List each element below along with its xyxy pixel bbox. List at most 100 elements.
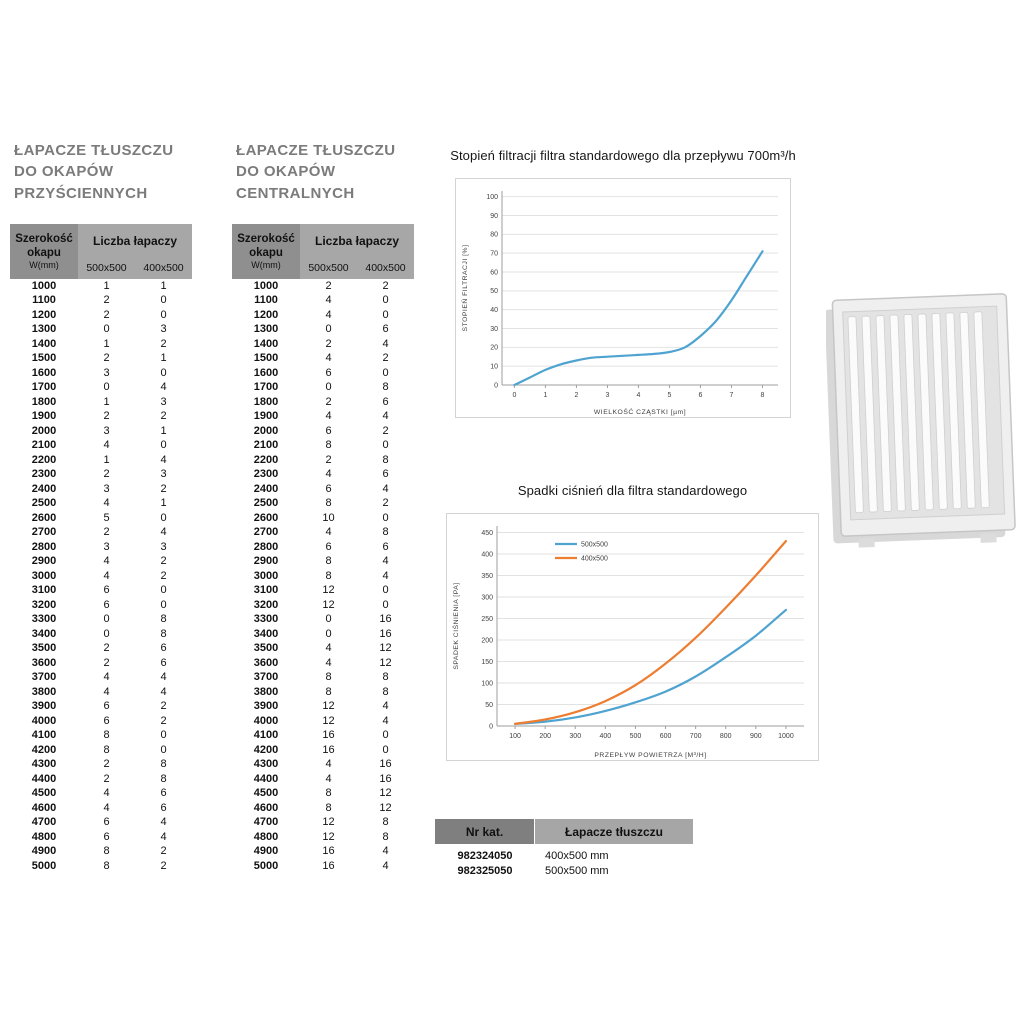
count-400x500: 12: [379, 801, 392, 814]
hood-width-value: 3400: [253, 627, 279, 640]
table-row: 4900 8 2: [10, 845, 192, 860]
hood-width-value: 4000: [253, 714, 279, 727]
wall-hood-filter-table: Szerokość okapu W(mm) Liczba łapaczy 500…: [10, 224, 193, 874]
count-400x500: 2: [160, 555, 167, 568]
hood-width-value: 1200: [31, 308, 57, 321]
table-row: 4900 16 4: [232, 845, 414, 860]
count-500x500: 4: [325, 468, 332, 481]
count-400x500: 0: [160, 584, 167, 597]
count-400x500: 12: [379, 642, 392, 655]
count-400x500: 0: [160, 308, 167, 321]
count-500x500: 4: [103, 569, 110, 582]
table-row: 3400 0 16: [232, 627, 414, 642]
count-500x500: 3: [103, 540, 110, 553]
count-500x500: 4: [103, 439, 110, 452]
catalog-table: Nr kat. Łapacze tłuszczu 982324050 400x50…: [435, 819, 693, 878]
hood-width-value: 1600: [31, 366, 57, 379]
count-400x500: 8: [160, 758, 167, 771]
count-500x500: 4: [325, 308, 332, 321]
count-400x500: 4: [160, 526, 167, 539]
svg-text:80: 80: [490, 232, 498, 239]
hood-width-value: 2300: [31, 468, 57, 481]
table-row: 2600 5 0: [10, 511, 192, 526]
svg-text:0: 0: [494, 382, 498, 389]
count-500x500: 8: [103, 743, 110, 756]
count-400x500: 16: [379, 772, 392, 785]
count-500x500: 4: [325, 656, 332, 669]
count-400x500: 0: [382, 511, 389, 524]
svg-text:STOPIEŃ FILTRACJI [%]: STOPIEŃ FILTRACJI [%]: [460, 245, 469, 332]
svg-text:60: 60: [490, 269, 498, 276]
hood-width-value: 4700: [253, 816, 279, 829]
count-500x500: 4: [103, 801, 110, 814]
table-row: 4100 16 0: [232, 729, 414, 744]
count-500x500: 4: [325, 294, 332, 307]
hood-width-value: 3400: [31, 627, 57, 640]
catalog-table-body: 982324050 400x500 mm 982325050 500x500 mm: [435, 848, 693, 878]
svg-text:40: 40: [490, 307, 498, 314]
table-row: 3500 4 12: [232, 642, 414, 657]
count-400x500: 6: [382, 540, 389, 553]
table-row: 3600 2 6: [10, 656, 192, 671]
svg-text:450: 450: [481, 530, 493, 537]
count-400x500: 2: [382, 424, 389, 437]
count-400x500: 4: [160, 685, 167, 698]
svg-text:400x500: 400x500: [581, 556, 608, 563]
filter-slat: [889, 314, 906, 512]
count-500x500: 8: [325, 801, 332, 814]
table-row: 3100 6 0: [10, 584, 192, 599]
count-500x500: 2: [103, 526, 110, 539]
count-500x500: 6: [103, 816, 110, 829]
hood-width-value: 4800: [253, 830, 279, 843]
table-row: 1900 2 2: [10, 410, 192, 425]
count-400x500: 2: [160, 337, 167, 350]
count-500x500: 6: [103, 714, 110, 727]
count-400x500: 0: [382, 366, 389, 379]
hood-width-value: 4500: [253, 787, 279, 800]
filter-slats: [847, 311, 990, 514]
filter-slat: [945, 312, 962, 510]
count-500x500: 2: [325, 395, 332, 408]
count-400x500: 8: [382, 671, 389, 684]
count-500x500: 8: [325, 671, 332, 684]
count-500x500: 16: [322, 743, 335, 756]
hood-width-value: 3000: [31, 569, 57, 582]
svg-text:1: 1: [543, 392, 547, 399]
table-row: 3200 12 0: [232, 598, 414, 613]
count-500x500: 2: [103, 468, 110, 481]
table-row: 2400 3 2: [10, 482, 192, 497]
count-500x500: 4: [103, 685, 110, 698]
count-500x500: 8: [103, 729, 110, 742]
count-500x500: 6: [325, 366, 332, 379]
table-row: 1800 2 6: [232, 395, 414, 410]
table-row: 4600 4 6: [10, 801, 192, 816]
svg-text:PRZEPŁYW POWIETRZA [M³/H]: PRZEPŁYW POWIETRZA [M³/H]: [594, 752, 706, 759]
hood-width-value: 3200: [253, 598, 279, 611]
hood-width-value: 1400: [31, 337, 57, 350]
table-row: 3300 0 16: [232, 613, 414, 628]
count-500x500: 0: [103, 627, 110, 640]
count-500x500: 6: [325, 424, 332, 437]
svg-text:20: 20: [490, 345, 498, 352]
count-400x500: 0: [160, 366, 167, 379]
count-400x500: 4: [382, 569, 389, 582]
table-row: 1700 0 4: [10, 381, 192, 396]
table-row: 2900 4 2: [10, 555, 192, 570]
hood-width-value: 4700: [31, 816, 57, 829]
table-row: 4500 4 6: [10, 787, 192, 802]
count-400x500: 0: [382, 439, 389, 452]
table-row: 1500 4 2: [232, 352, 414, 367]
count-500x500: 2: [103, 410, 110, 423]
count-400x500: 4: [382, 482, 389, 495]
table-row: 1700 0 8: [232, 381, 414, 396]
count-400x500: 2: [382, 352, 389, 365]
count-500x500: 4: [325, 758, 332, 771]
hood-width-label: Szerokość okapu: [15, 233, 73, 259]
table-row: 2200 2 8: [232, 453, 414, 468]
count-400x500: 8: [382, 816, 389, 829]
table-row: 3100 12 0: [232, 584, 414, 599]
hood-width-value: 4400: [31, 772, 57, 785]
count-400x500: 0: [160, 598, 167, 611]
count-500x500: 1: [103, 337, 110, 350]
table-row: 1000 1 1: [10, 279, 192, 294]
